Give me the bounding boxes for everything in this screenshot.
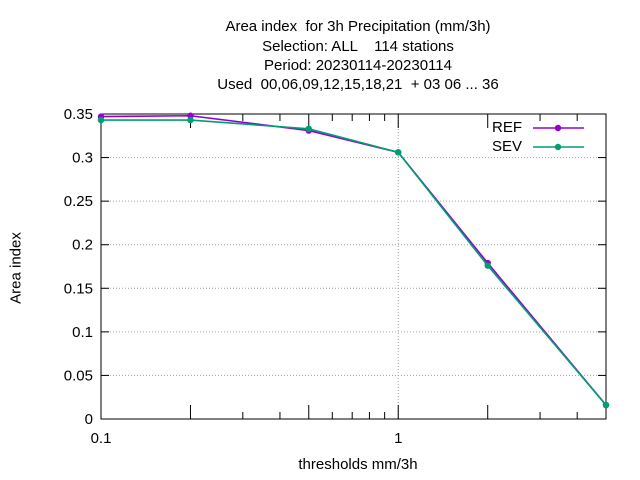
title-line-4: Used 00,06,09,12,15,18,21 + 03 06 ... 36 (217, 76, 499, 93)
x-axis-label: thresholds mm/3h (298, 456, 418, 473)
plot-frame (100, 113, 607, 420)
x-tick-label: 1 (394, 430, 402, 447)
data-point-sev (305, 125, 312, 133)
legend-marker-ref (554, 124, 562, 132)
series (97, 112, 610, 409)
y-tick-label: 0.05 (64, 367, 93, 384)
series-line-sev (101, 119, 607, 406)
legend-marker-sev (554, 143, 562, 151)
legend (533, 124, 584, 151)
data-point-sev (395, 149, 402, 156)
y-axis-label: Area index (7, 232, 25, 304)
ticks: 0 0.05 0.1 0.15 0.2 0.25 0.3 0.35 0.1 1 (64, 106, 606, 447)
y-tick-label: 0.35 (64, 106, 93, 123)
data-point-sev (97, 116, 105, 124)
data-point-sev (187, 116, 194, 124)
data-point-sev (484, 262, 491, 269)
y-tick-label: 0.15 (64, 280, 93, 297)
y-tick-label: 0.1 (72, 324, 93, 341)
y-tick-label: 0.2 (72, 237, 93, 254)
y-tick-label: 0.3 (72, 150, 93, 167)
series-line-ref (100, 114, 607, 406)
grid (101, 114, 606, 419)
legend-label-sev: SEV (491, 138, 522, 155)
y-tick-label: 0.25 (64, 193, 93, 210)
legend-label-ref: REF (492, 119, 522, 136)
title-line-1: Area index for 3h Precipitation (mm/3h) (225, 18, 491, 35)
y-tick-label: 0 (85, 411, 93, 428)
title-line-2: Selection: ALL 114 stations (262, 38, 454, 55)
title-line-3: Period: 20230114-20230114 (264, 57, 452, 74)
x-tick-label: 0.1 (91, 430, 112, 447)
data-point-sev (602, 401, 610, 409)
